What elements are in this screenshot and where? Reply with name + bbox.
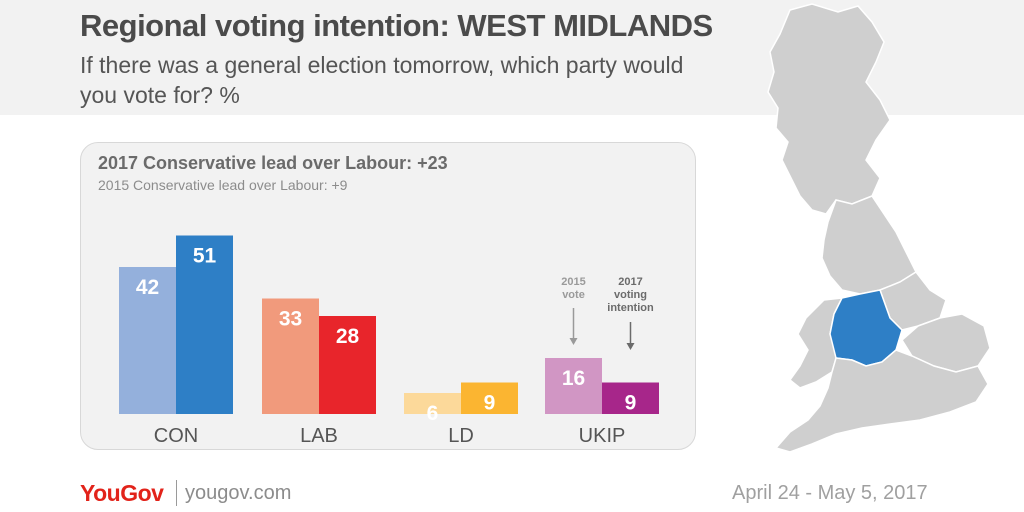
- bar-con-2017: [176, 235, 233, 414]
- map-northern-england: [821, 195, 917, 295]
- annotation-2017-line: 2017: [618, 276, 642, 288]
- bar-ukip-2015: [545, 358, 602, 414]
- bar-ukip-2017: [602, 382, 659, 414]
- bar-label-lab-2017: 28: [336, 325, 360, 348]
- map-scotland: [767, 3, 891, 215]
- bar-con-2015: [119, 267, 176, 414]
- category-label-con: CON: [154, 425, 198, 447]
- category-label-lab: LAB: [300, 425, 338, 447]
- lead-2015: 2015 Conservative lead over Labour: +9: [98, 177, 348, 193]
- bar-label-ld-2017: 9: [484, 392, 496, 415]
- bar-label-ukip-2015: 16: [562, 367, 585, 390]
- annotation-2017-line: voting: [614, 289, 647, 301]
- bar-lab-2017: [319, 316, 376, 414]
- lead-2017: 2017 Conservative lead over Labour: +23: [98, 153, 448, 173]
- bar-label-ukip-2017: 9: [625, 392, 637, 415]
- bar-ld-2015: [404, 393, 461, 414]
- bar-label-ld-2015: 6: [427, 402, 439, 425]
- bar-label-con-2017: 51: [193, 245, 217, 268]
- category-label-ukip: UKIP: [579, 425, 626, 447]
- footer-date: April 24 - May 5, 2017: [732, 482, 928, 504]
- bar-label-con-2015: 42: [136, 276, 159, 299]
- yougov-logo: YouGov: [80, 480, 164, 506]
- page-title: Regional voting intention: WEST MIDLANDS: [80, 8, 713, 43]
- bar-lab-2015: [262, 298, 319, 414]
- map-south-england: [774, 349, 989, 453]
- page-subtitle: If there was a general election tomorrow…: [80, 52, 684, 108]
- category-label-ld: LD: [448, 425, 474, 447]
- annotation-2015-line: vote: [562, 289, 585, 301]
- bar-label-lab-2015: 33: [279, 308, 302, 331]
- arrow-2017-head: [626, 343, 635, 350]
- footer-divider: [176, 480, 177, 506]
- footer-url: yougov.com: [185, 482, 292, 504]
- uk-map: [767, 3, 991, 453]
- annotation-2017-line: intention: [607, 302, 654, 314]
- bar-ld-2017: [461, 382, 518, 414]
- arrow-2015-head: [569, 338, 578, 345]
- annotation-2015-line: 2015: [561, 276, 585, 288]
